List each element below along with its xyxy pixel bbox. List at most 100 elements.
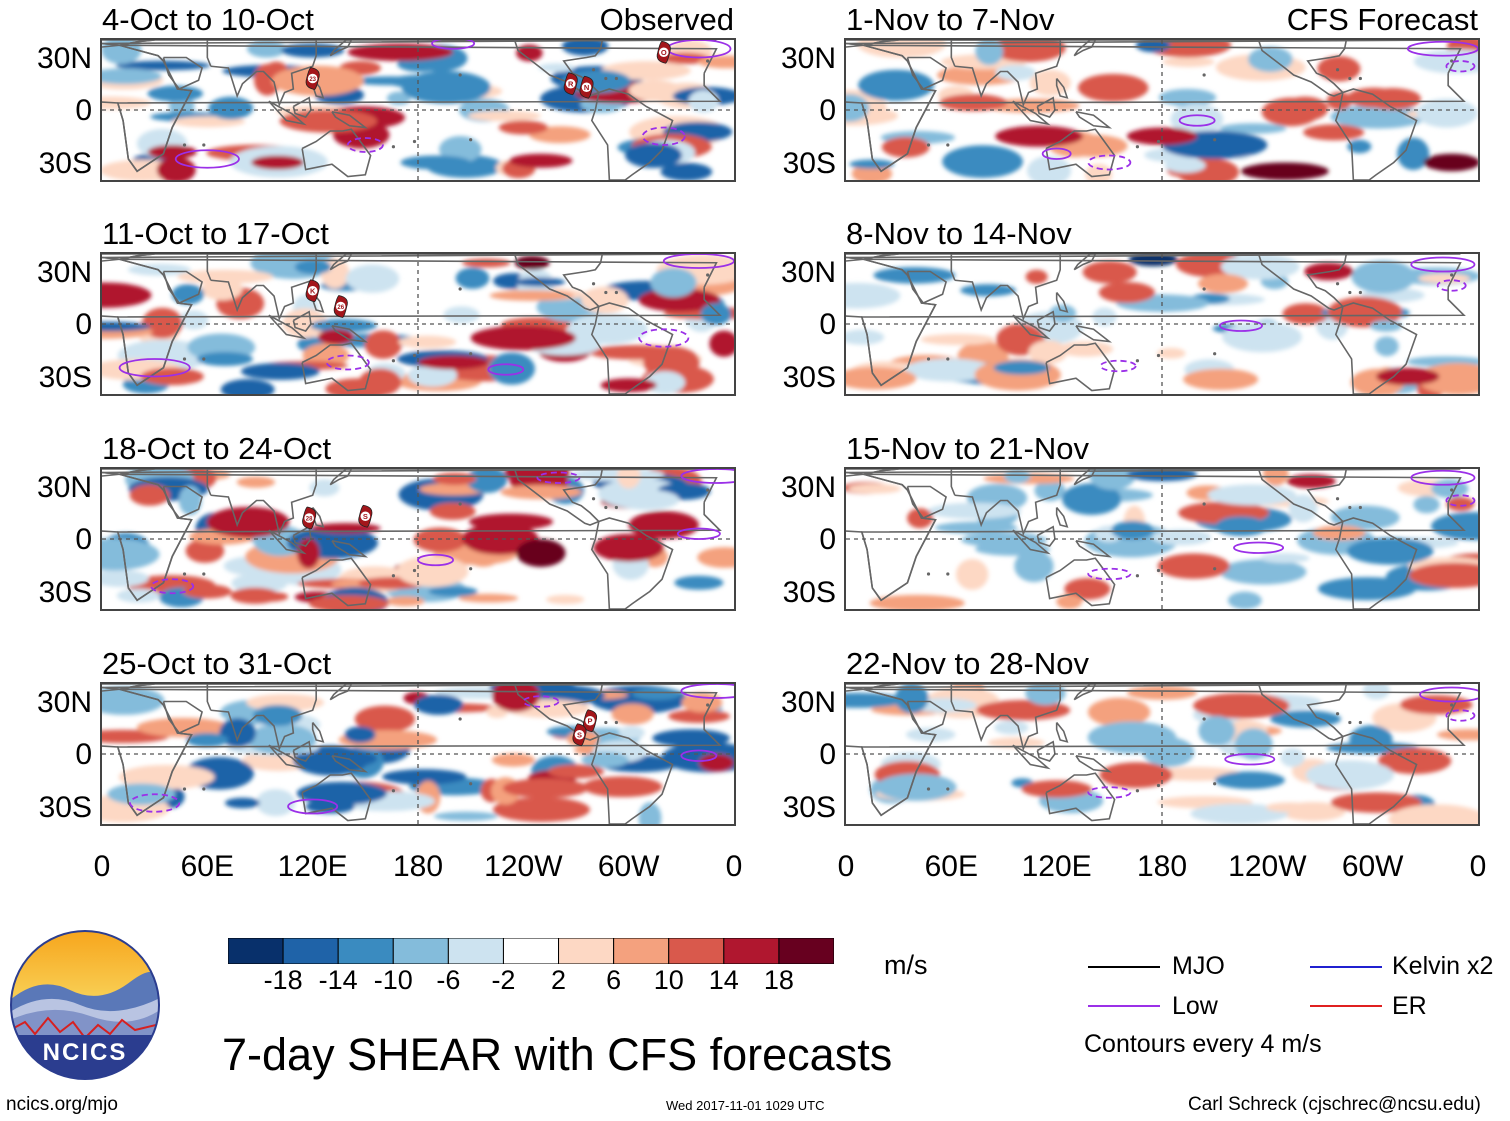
panel-2-low-contour: [662, 254, 734, 269]
panel-8-shade-cell: [1087, 697, 1151, 727]
panel-2-low-contour: [118, 358, 191, 378]
panel-5-map: [844, 38, 1480, 182]
panel-8-shade-cell: [1099, 762, 1173, 788]
panel-6-coastline: [950, 254, 1061, 322]
panel-3-shade-cell: [309, 595, 389, 609]
panel-7-title: 15-Nov to 21-Nov: [846, 431, 1089, 466]
panel-7-shade-cell: [1260, 553, 1310, 564]
panel-6-coastline: [1075, 324, 1113, 343]
panel-3-island: [458, 502, 462, 506]
panel-1-storm-label: O: [661, 48, 667, 57]
observed-label: Observed: [599, 2, 734, 37]
panel-2-island: [182, 357, 187, 361]
panel-5-shade-cell: [1347, 87, 1401, 108]
panel-2-shade-cell: [638, 288, 721, 312]
panel-6-ylabel-30s: 30S: [782, 360, 836, 394]
panel-7-map-svg: [846, 469, 1478, 609]
panel-7-coastline: [1334, 517, 1418, 609]
panel-4-storm-s: S: [572, 723, 587, 747]
panel-3-shade-cell: [129, 484, 170, 506]
panel-3-map-svg: 28 S: [102, 469, 734, 609]
panel-2-shade-cell: [196, 352, 253, 366]
panel-7-shade-cell: [1431, 512, 1478, 541]
panel-8-shade-cell: [1025, 684, 1066, 706]
panel-6-shade-cell: [1222, 321, 1302, 353]
panel-1-shade-cell: [208, 96, 254, 120]
panel-8-title: 22-Nov to 28-Nov: [846, 646, 1089, 681]
panel-7-coastline: [1012, 529, 1051, 555]
panel-3-low-contour: [680, 469, 734, 484]
panel-6-coastline: [1012, 314, 1051, 340]
contour-note: Contours every 4 m/s: [1084, 1030, 1322, 1058]
panel-4-ylabel-30s: 30S: [38, 790, 92, 824]
x-tick-observed-5: 60W: [597, 850, 660, 883]
panel-2-shade-cell: [240, 362, 320, 380]
panel-7-shade-cell: [907, 508, 934, 529]
panel-8-shade-cell: [1349, 725, 1393, 754]
panel-3-coastline: [268, 529, 307, 555]
panel-8-ylabel-0: 0: [819, 738, 836, 771]
panel-5-shade-cell: [1281, 96, 1329, 121]
panel-4-island: [469, 782, 473, 786]
panel-2-ylabel-30n: 30N: [36, 255, 92, 289]
panel-1-shade-cell: [115, 60, 211, 71]
panel-5-shade-cell: [1317, 56, 1361, 82]
panel-2-island: [614, 290, 618, 295]
panel-3-shade-cell: [628, 511, 699, 539]
panel-6-shade-cell: [1374, 336, 1399, 357]
panel-2-coastline: [331, 324, 369, 343]
panel-7-shade-cell: [1126, 469, 1198, 482]
panel-8-island: [1156, 783, 1161, 788]
panel-7-shade-cell: [1446, 497, 1475, 511]
legend-label-kelvin: Kelvin x2: [1392, 952, 1494, 980]
panel-5-coastline: [1075, 110, 1113, 129]
panel-8-island: [1358, 720, 1362, 725]
panel-6-island: [1335, 282, 1340, 286]
colorbar-tick-2: -10: [373, 965, 413, 995]
panel-6-low-contour: [1436, 279, 1467, 292]
panel-3-shade-cell: [396, 555, 469, 587]
panel-3-coastline: [301, 557, 372, 607]
panel-7-shade-cell: [847, 483, 902, 494]
ncics-logo-svg: NCICS: [10, 930, 160, 1080]
panel-2-island: [469, 352, 473, 356]
panel-2-shade-cell: [567, 313, 648, 345]
panel-2-island: [458, 287, 462, 291]
panel-3-shade-cell: [182, 584, 232, 599]
panel-5-ylabel-30s: 30S: [782, 146, 836, 180]
panel-8-shade-cell: [1214, 771, 1285, 789]
x-tick-forecast-1: 60E: [924, 850, 979, 883]
panel-8-coastline: [1075, 754, 1113, 773]
panel-4-coastline: [206, 684, 317, 752]
panel-8-low-contour: [1224, 753, 1276, 766]
panel-1-shade-cell: [347, 43, 454, 61]
panel-3-coastline: [331, 539, 369, 558]
panel-4-shade-cell: [698, 754, 734, 772]
panel-8-shade-cell: [1265, 802, 1314, 813]
panel-5-island: [1335, 68, 1340, 72]
panel-5-coastline: [950, 40, 1061, 108]
panel-1-coastline: [590, 88, 674, 180]
panel-5-coastline: [1055, 77, 1069, 99]
panel-7-shade-cell: [1346, 537, 1434, 565]
panel-1-shade-cell: [509, 153, 573, 168]
panel-4-coastline: [311, 721, 325, 743]
panel-3-shade-cell: [429, 502, 476, 520]
panel-2-coastline: [162, 270, 203, 304]
legend-label-low: Low: [1172, 992, 1218, 1020]
panel-5-island: [1156, 139, 1161, 144]
panel-1-storm-n: N: [579, 75, 594, 99]
panel-7-coastline: [846, 473, 937, 602]
panel-5-shade-cell: [1170, 103, 1224, 136]
panel-2-map: K 26: [100, 252, 736, 396]
panel-1-shade-cell: [400, 155, 471, 170]
panel-8-shade-cell: [876, 773, 957, 801]
colorbar-swatch-3: [392, 937, 449, 965]
panel-7-shade-cell: [1431, 479, 1469, 499]
footer-url[interactable]: ncics.org/mjo: [6, 1094, 118, 1115]
panel-1-coastline: [206, 40, 317, 108]
colorbar-tick-9: 18: [763, 965, 794, 995]
panel-7-ylabel-30n: 30N: [780, 470, 836, 504]
panel-6-island: [1213, 352, 1217, 356]
panel-1-shade-cell: [516, 44, 543, 62]
